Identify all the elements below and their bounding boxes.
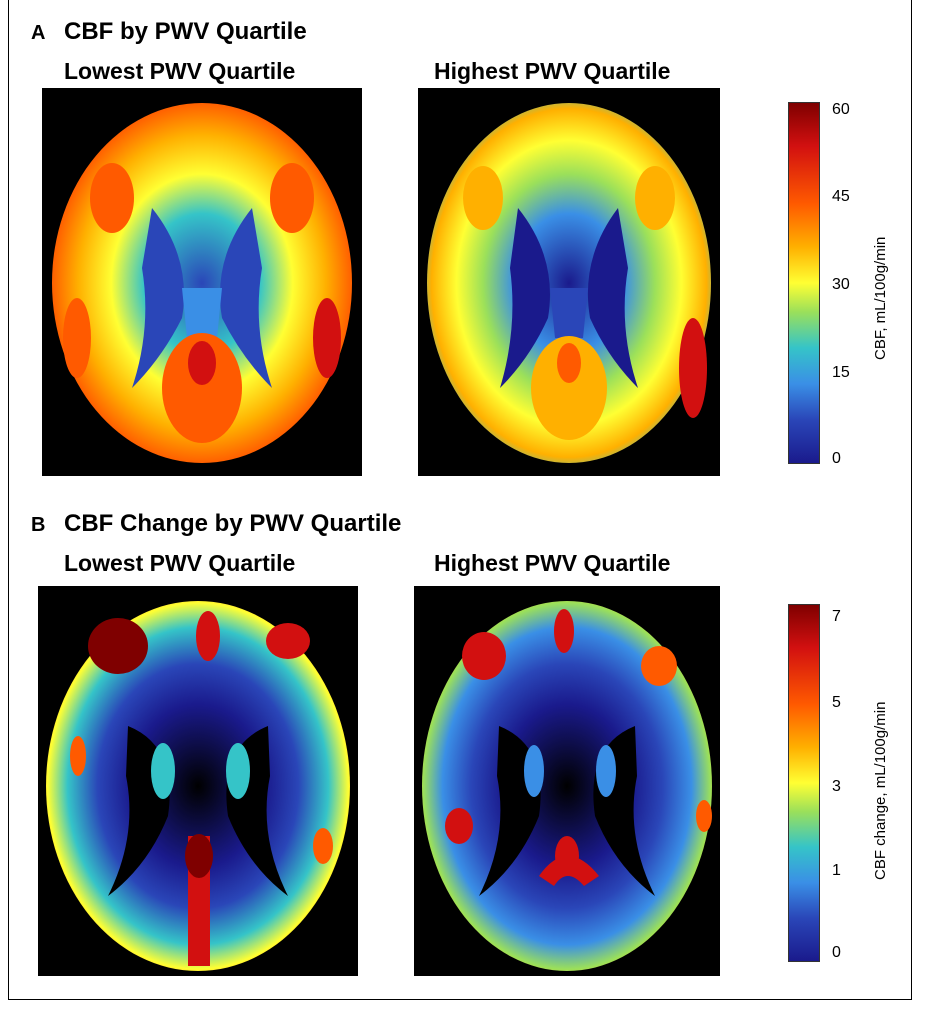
cbf-colorbar-tick: 30 bbox=[832, 276, 850, 293]
cbf-change-colorbar-title: CBF change, mL/100g/min bbox=[872, 701, 889, 880]
cbf-colorbar bbox=[788, 102, 820, 464]
cbf-change-colorbar-tick: 1 bbox=[832, 862, 841, 879]
figure-frame bbox=[8, 0, 912, 1000]
cbf-highest-quartile-brain-map bbox=[418, 88, 720, 476]
cbf-change-colorbar bbox=[788, 604, 820, 962]
cbf-colorbar-title: CBF, mL/100g/min bbox=[872, 236, 889, 360]
panel-a-right-label: Highest PWV Quartile bbox=[434, 58, 671, 84]
cbf-lowest-quartile-brain-map bbox=[42, 88, 362, 476]
cbf-change-colorbar-tick: 7 bbox=[832, 608, 841, 625]
cbf-change-colorbar-tick: 0 bbox=[832, 944, 841, 961]
cbf-change-highest-quartile-brain-map bbox=[414, 586, 720, 976]
panel-a-left-label: Lowest PWV Quartile bbox=[64, 58, 296, 84]
panel-a-letter: A bbox=[31, 22, 46, 44]
cbf-colorbar-tick: 15 bbox=[832, 364, 850, 381]
cbf-change-lowest-quartile-brain-map bbox=[38, 586, 358, 976]
panel-a-title: CBF by PWV Quartile bbox=[64, 18, 307, 45]
cbf-colorbar-tick: 60 bbox=[832, 101, 850, 118]
cbf-change-colorbar-tick: 3 bbox=[832, 778, 841, 795]
panel-b-title: CBF Change by PWV Quartile bbox=[64, 510, 402, 537]
cbf-change-colorbar-tick: 5 bbox=[832, 694, 841, 711]
panel-b-left-label: Lowest PWV Quartile bbox=[64, 550, 296, 576]
panel-b-right-label: Highest PWV Quartile bbox=[434, 550, 671, 576]
cbf-colorbar-tick: 45 bbox=[832, 188, 850, 205]
panel-b-letter: B bbox=[31, 514, 46, 536]
cbf-colorbar-tick: 0 bbox=[832, 450, 841, 467]
